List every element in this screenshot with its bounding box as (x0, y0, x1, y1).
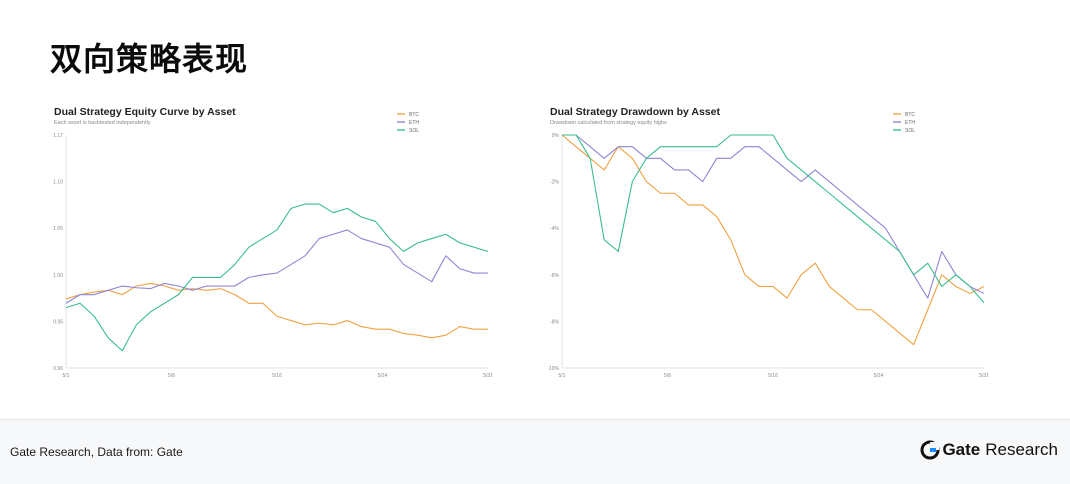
equity-legend-label-sol: SOL (409, 128, 419, 134)
drawdown-y-tick-label: -2% (550, 180, 559, 186)
drawdown-x-tick-label: 5/16 (768, 373, 778, 379)
gate-research-logo: Gate Research (920, 440, 1058, 460)
equity-x-tick-label: 5/31 (483, 373, 492, 379)
drawdown-legend-label-sol: SOL (905, 128, 915, 134)
equity-legend-label-eth: ETH (409, 120, 419, 126)
drawdown-x-tick-label: 5/24 (874, 373, 884, 379)
equity-chart-subtitle: Each asset is backtested independently (54, 120, 151, 126)
footer-divider (0, 419, 1070, 420)
drawdown-x-tick-label: 5/1 (559, 373, 566, 379)
drawdown-legend-label-btc: BTC (905, 112, 915, 118)
equity-x-tick-label: 5/16 (272, 373, 282, 379)
equity-y-tick-label: 1.10 (53, 180, 63, 186)
equity-y-tick-label: 0.90 (53, 366, 63, 372)
page-title: 双向策略表现 (50, 40, 249, 78)
equity-series-btc-line (65, 282, 488, 339)
drawdown-y-tick-label: -4% (550, 226, 559, 232)
footer-source: Gate Research, Data from: Gate (10, 445, 183, 459)
drawdown-series-sol-line (562, 134, 985, 304)
footer: Gate Research, Data from: Gate Gate Rese… (0, 420, 1070, 484)
equity-chart-svg: 0.90 0.95 1.00 1.05 1.10 1.17 5/1 5/8 5/16 5/24 5/… (53, 112, 492, 379)
equity-series-sol-line (65, 203, 489, 352)
equity-x-tick-label: 5/24 (378, 373, 388, 379)
equity-x-tick-label: 5/8 (168, 373, 175, 379)
equity-y-tick-label: 1.05 (53, 226, 63, 232)
drawdown-series-btc-line (561, 134, 985, 346)
drawdown-y-tick-label: -8% (550, 319, 559, 325)
drawdown-x-tick-label: 5/8 (664, 373, 671, 379)
drawdown-y-tick-label: -10% (548, 366, 560, 372)
equity-y-tick-label: 1.17 (53, 133, 63, 139)
equity-chart-title: Dual Strategy Equity Curve by Asset (54, 106, 236, 118)
drawdown-y-tick-label: 0% (552, 133, 560, 139)
equity-chart: 0.90 0.95 1.00 1.05 1.10 1.17 5/1 5/8 5/16 5/24 5/… (52, 100, 492, 390)
equity-series-eth-line (65, 229, 488, 304)
equity-y-tick-label: 0.95 (53, 319, 63, 325)
gate-logo-icon (920, 440, 940, 460)
equity-legend-label-btc: BTC (409, 112, 419, 118)
drawdown-y-tick-label: -6% (550, 273, 559, 279)
drawdown-chart-svg: -10% -8% -6% -4% -2% 0% 5/1 5/8 5/16 5/24 5/31 BTC E… (548, 112, 988, 379)
drawdown-x-tick-label: 5/31 (979, 373, 988, 379)
equity-y-tick-label: 1.00 (53, 273, 63, 279)
logo-research-text: Research (985, 440, 1058, 459)
drawdown-chart-subtitle: Drawdown calculated from strategy equity… (550, 120, 667, 126)
drawdown-legend-label-eth: ETH (905, 120, 915, 126)
equity-x-tick-label: 5/1 (63, 373, 70, 379)
drawdown-chart-title: Dual Strategy Drawdown by Asset (550, 106, 720, 118)
drawdown-chart: -10% -8% -6% -4% -2% 0% 5/1 5/8 5/16 5/24 5/31 BTC E… (548, 100, 988, 390)
logo-gate-text: Gate (942, 440, 981, 459)
